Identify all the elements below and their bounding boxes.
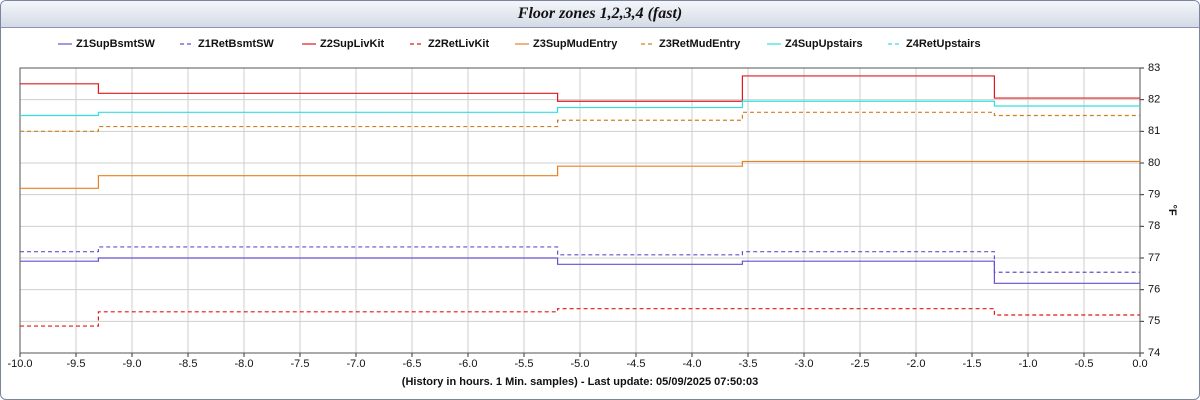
legend-label: Z4RetUpstairs: [906, 38, 981, 50]
x-tick-label: -9.5: [67, 358, 86, 370]
y-tick-label: 82: [1148, 94, 1160, 106]
legend-label: Z2RetLivKit: [428, 38, 489, 50]
legend-label: Z4SupUpstairs: [785, 38, 863, 50]
legend-label: Z3SupMudEntry: [533, 38, 618, 50]
y-axis-label: °F: [1166, 204, 1178, 215]
y-tick-label: 76: [1148, 284, 1160, 296]
chart-title: Floor zones 1,2,3,4 (fast): [1, 1, 1199, 28]
x-tick-label: -8.0: [235, 358, 254, 370]
series-line: [20, 111, 1140, 132]
x-tick-label: -8.5: [179, 358, 198, 370]
x-tick-label: -3.5: [739, 358, 758, 370]
y-tick-label: 75: [1148, 315, 1160, 327]
series-line: [20, 160, 1140, 189]
x-tick-label: -7.5: [291, 358, 310, 370]
plot-border: [19, 67, 1141, 354]
legend-label: Z2SupLivKit: [320, 38, 385, 50]
legend-label: Z1SupBsmtSW: [76, 38, 155, 50]
x-tick-label: -6.5: [403, 358, 422, 370]
x-tick-label: -1.0: [1019, 358, 1038, 370]
legend-label: Z3RetMudEntry: [659, 38, 741, 50]
x-tick-label: -2.0: [907, 358, 926, 370]
x-tick-label: -4.0: [683, 358, 702, 370]
y-tick-label: 83: [1148, 62, 1160, 74]
x-axis-label: (History in hours. 1 Min. samples) - Las…: [402, 376, 758, 388]
x-tick-label: -10.0: [7, 358, 32, 370]
x-tick-label: 0.0: [1132, 358, 1147, 370]
x-tick-label: -0.5: [1075, 358, 1094, 370]
series-line: [20, 246, 1140, 273]
x-tick-label: -3.0: [795, 358, 814, 370]
y-tick-label: 81: [1148, 125, 1160, 137]
y-tick-label: 79: [1148, 189, 1160, 201]
y-tick-label: 78: [1148, 220, 1160, 232]
x-tick-label: -6.0: [459, 358, 478, 370]
x-tick-label: -5.0: [571, 358, 590, 370]
series-line: [20, 308, 1140, 327]
x-tick-label: -4.5: [627, 358, 646, 370]
x-tick-label: -7.0: [347, 358, 366, 370]
y-tick-label: 74: [1148, 347, 1160, 359]
series-line: [20, 75, 1140, 102]
x-tick-label: -1.5: [963, 358, 982, 370]
y-tick-label: 77: [1148, 252, 1160, 264]
series-line: [20, 100, 1140, 117]
y-tick-label: 80: [1148, 157, 1160, 169]
x-tick-label: -9.0: [123, 358, 142, 370]
legend-label: Z1RetBsmtSW: [198, 38, 274, 50]
x-tick-label: -5.5: [515, 358, 534, 370]
x-tick-label: -2.5: [851, 358, 870, 370]
